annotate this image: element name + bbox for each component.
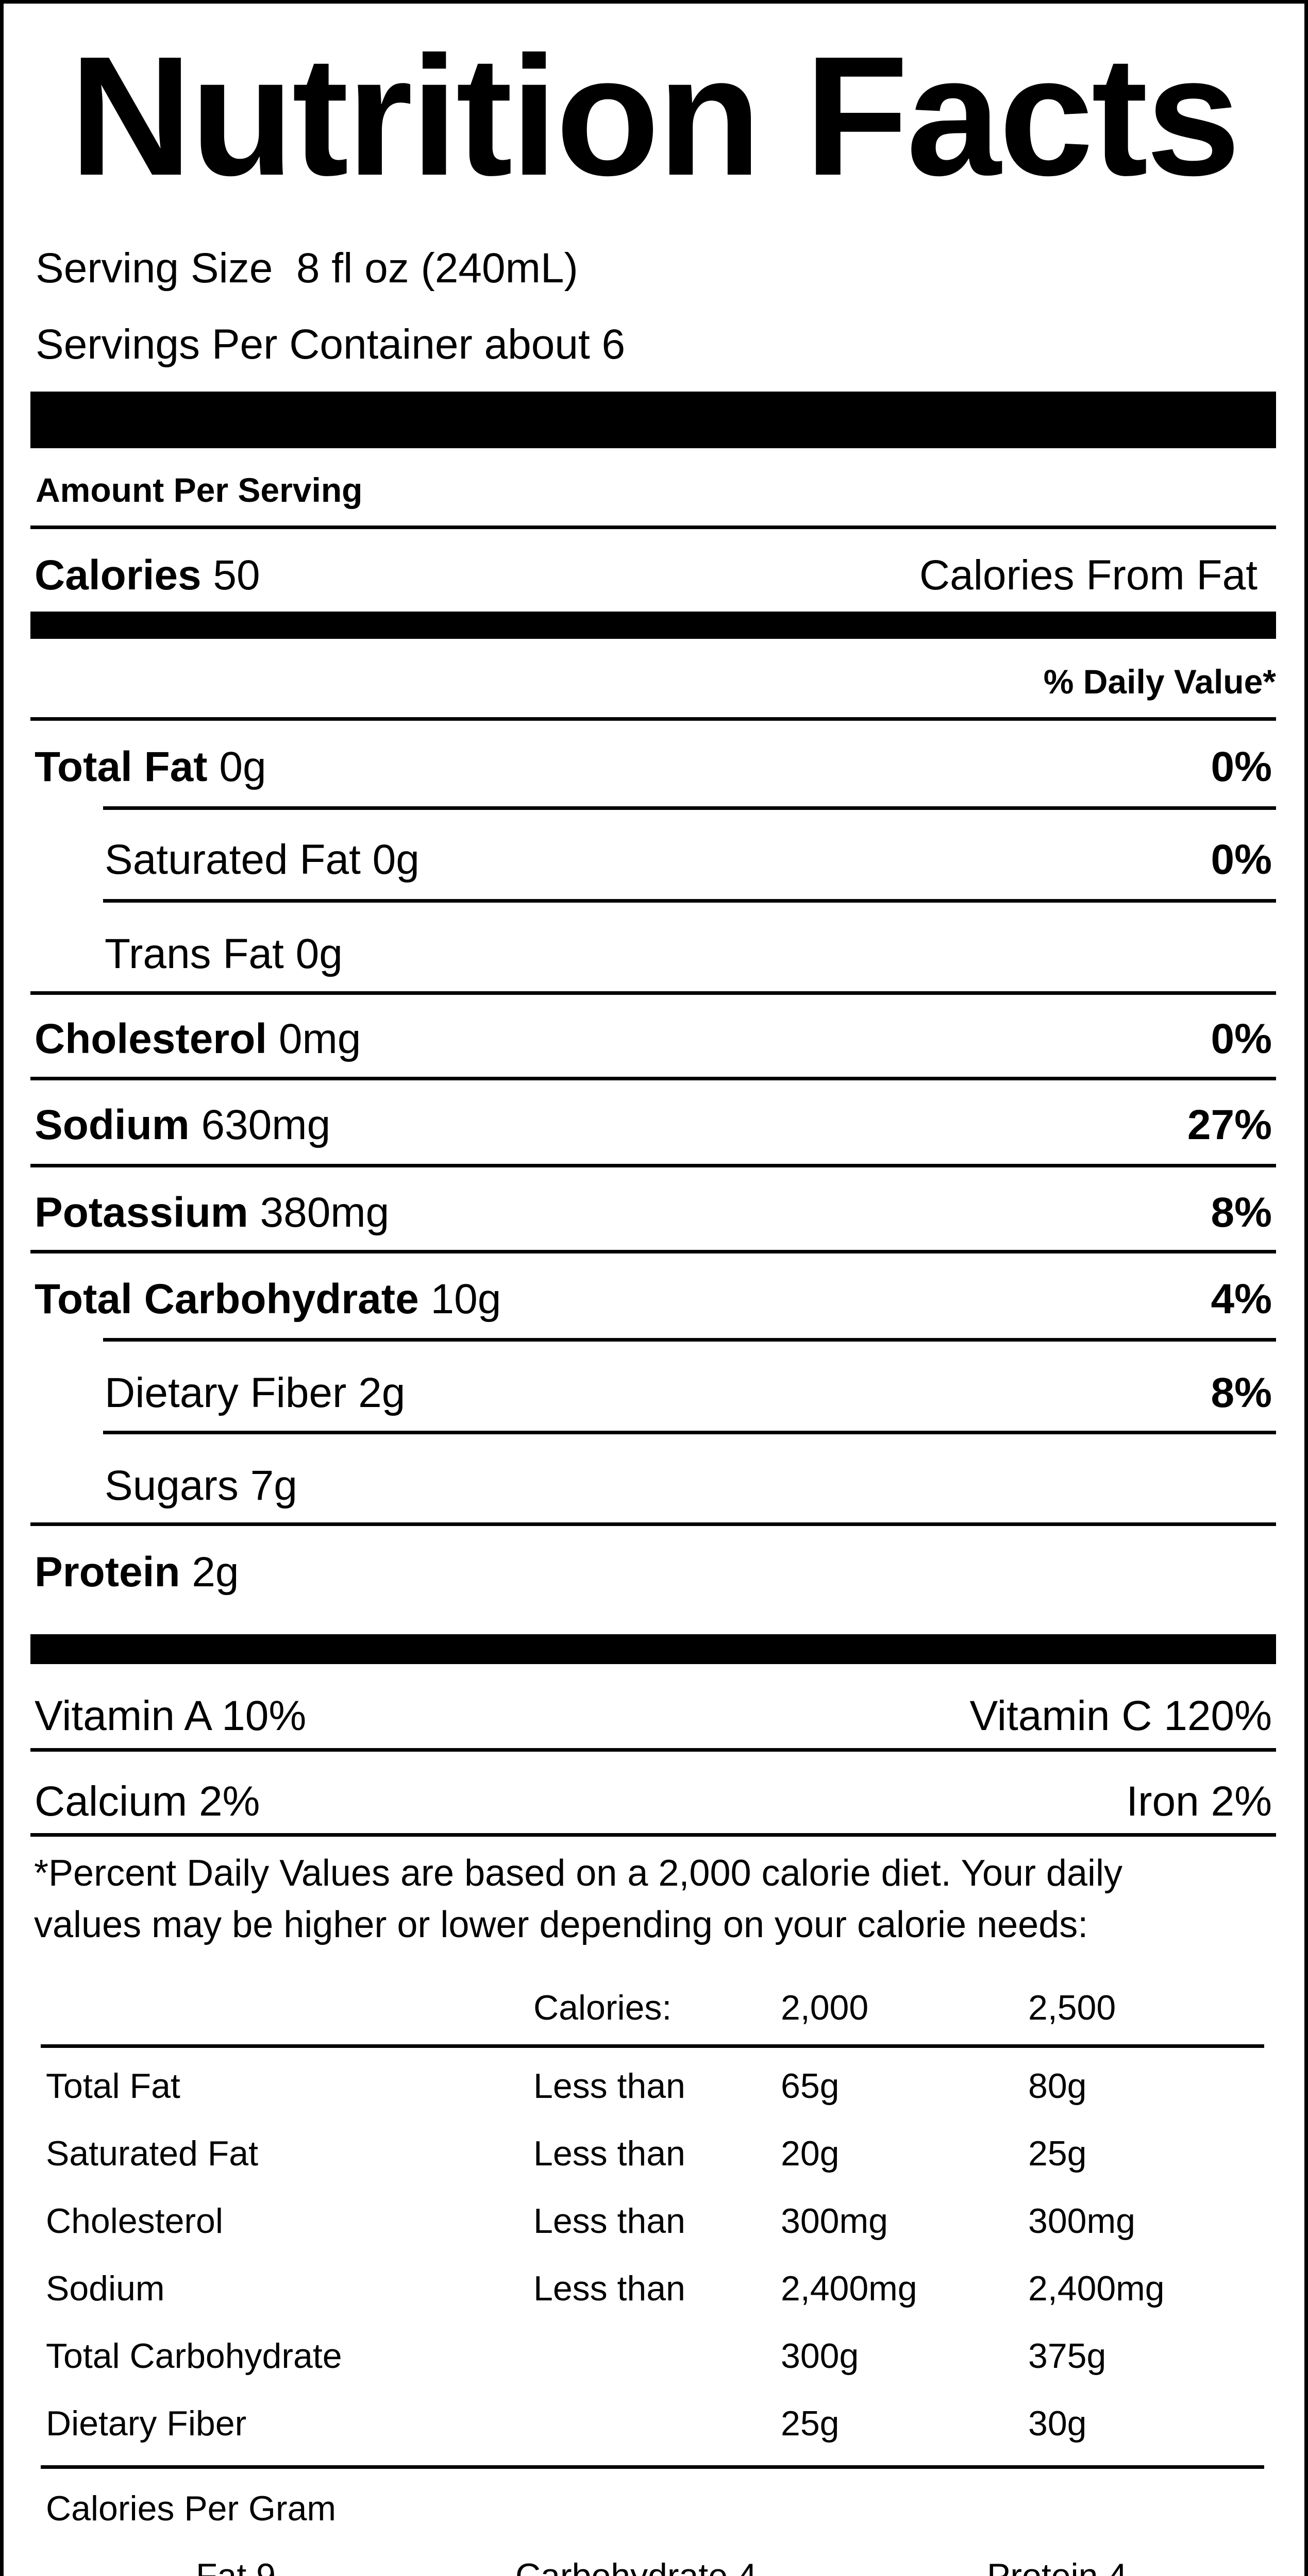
divider	[103, 899, 1276, 903]
calories-value: 50	[213, 552, 260, 599]
ref-header-2000: 2,000	[781, 1988, 869, 2027]
amount-per-serving: Amount Per Serving	[36, 471, 363, 509]
divider	[41, 2465, 1264, 2469]
calcium: Calcium 2%	[35, 1778, 260, 1825]
calories-row: Calories 50 Calories From Fat	[30, 550, 1276, 597]
calories-per-gram-fat: Fat 9	[196, 2556, 276, 2576]
nutrient-row-sugars: Sugars 7g	[105, 1462, 297, 1509]
nutrient-row-total-carbohydrate: Total Carbohydrate 10g 4%	[35, 1276, 1272, 1323]
nutrient-row-protein: Protein 2g	[35, 1549, 239, 1596]
calories-per-gram-protein: Protein 4	[987, 2556, 1128, 2576]
label-title: Nutrition Facts	[69, 21, 1240, 211]
dv-dietary-fiber: 8%	[1211, 1369, 1272, 1416]
calories-per-gram-label: Calories Per Gram	[46, 2489, 337, 2528]
divider	[30, 1164, 1276, 1167]
serving-size: Serving Size 8 fl oz (240mL)	[36, 247, 578, 290]
thick-divider	[30, 1634, 1276, 1664]
divider	[30, 1250, 1276, 1253]
divider	[103, 1338, 1276, 1342]
vitamin-c: Vitamin C 120%	[969, 1692, 1272, 1739]
servings-per-container: Servings Per Container about 6	[36, 321, 626, 368]
nutrient-row-dietary-fiber: Dietary Fiber 2g 8%	[105, 1369, 1272, 1416]
calories: Calories 50	[35, 554, 260, 597]
nutrient-row-trans-fat: Trans Fat 0g	[105, 930, 343, 977]
nutrient-row-cholesterol: Cholesterol 0mg 0%	[35, 1015, 1272, 1062]
nutrient-row-sodium: Sodium 630mg 27%	[35, 1101, 1272, 1148]
dv-cholesterol: 0%	[1211, 1015, 1272, 1062]
daily-value-header: % Daily Value*	[1043, 663, 1276, 701]
vitamin-row-1: Vitamin A 10% Vitamin C 120%	[30, 1691, 1276, 1737]
divider	[30, 717, 1276, 721]
nutrient-row-saturated-fat: Saturated Fat 0g 0%	[105, 836, 1272, 883]
dv-total-carbohydrate: 4%	[1211, 1276, 1272, 1323]
footnote-line-1: *Percent Daily Values are based on a 2,0…	[34, 1853, 1123, 1894]
medium-divider	[30, 612, 1276, 639]
calories-from-fat: Calories From Fat	[919, 552, 1257, 599]
dv-total-fat: 0%	[1211, 743, 1272, 790]
divider	[30, 526, 1276, 529]
divider	[103, 1431, 1276, 1434]
vitamin-row-2: Calcium 2% Iron 2%	[30, 1776, 1276, 1823]
calories-per-gram-carbohydrate: Carbohydrate 4	[515, 2556, 757, 2576]
thick-divider	[30, 392, 1276, 448]
ref-header-calories: Calories:	[533, 1988, 672, 2027]
dv-saturated-fat: 0%	[1211, 836, 1272, 883]
serving-size-value: 8 fl oz (240mL)	[296, 245, 578, 292]
nutrient-row-potassium: Potassium 380mg 8%	[35, 1189, 1272, 1236]
divider	[30, 1077, 1276, 1080]
divider	[30, 991, 1276, 995]
dv-potassium: 8%	[1211, 1189, 1272, 1236]
footnote-line-2: values may be higher or lower depending …	[34, 1904, 1088, 1945]
divider	[30, 1748, 1276, 1752]
dv-sodium: 27%	[1187, 1101, 1272, 1148]
calories-label: Calories	[35, 552, 202, 599]
nutrient-row-total-fat: Total Fat 0g 0%	[35, 743, 1272, 790]
serving-size-label: Serving Size	[36, 245, 273, 292]
divider	[103, 806, 1276, 810]
iron: Iron 2%	[1126, 1778, 1272, 1825]
ref-header-2500: 2,500	[1028, 1988, 1116, 2027]
divider	[41, 2044, 1264, 2048]
vitamin-a: Vitamin A 10%	[35, 1692, 307, 1739]
divider	[30, 1522, 1276, 1526]
divider	[30, 1833, 1276, 1837]
